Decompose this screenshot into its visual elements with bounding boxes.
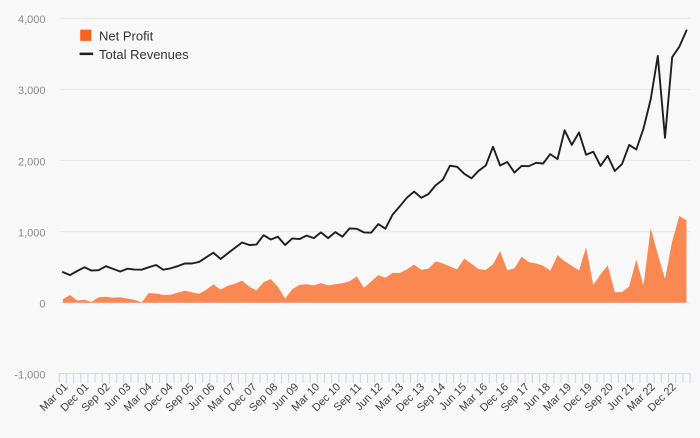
svg-text:Total Revenues: Total Revenues bbox=[99, 47, 189, 62]
svg-text:2,000: 2,000 bbox=[18, 156, 46, 168]
svg-text:1,000: 1,000 bbox=[18, 228, 46, 240]
svg-text:0: 0 bbox=[39, 299, 45, 311]
svg-text:Net Profit: Net Profit bbox=[99, 29, 154, 44]
svg-text:4,000: 4,000 bbox=[18, 14, 46, 26]
svg-text:-1,000: -1,000 bbox=[14, 370, 45, 382]
svg-text:3,000: 3,000 bbox=[18, 85, 46, 97]
